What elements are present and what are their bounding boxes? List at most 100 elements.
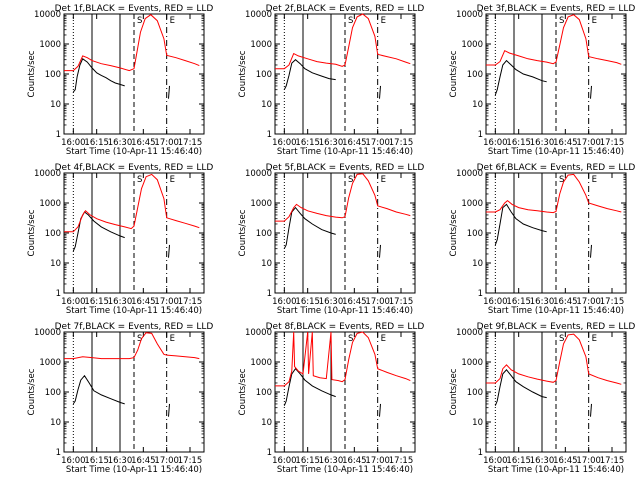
x-tick-label: 17:15 xyxy=(600,138,625,148)
y-tick-label: 10000 xyxy=(34,169,61,179)
chart-panel-3: Det 3f,BLACK = Events, RED = LLD 1 10 100 10… xyxy=(449,4,635,157)
y-tick-label: 10000 xyxy=(456,169,483,179)
y-tick-label: 10000 xyxy=(245,10,272,20)
marker-annotation: S xyxy=(137,175,142,185)
series-lld-line xyxy=(486,14,622,66)
marker-annotation: E xyxy=(381,175,386,185)
series-events-line xyxy=(72,211,125,252)
x-tick-label: 17:15 xyxy=(389,297,414,307)
chart-panel-5: Det 5f,BLACK = Events, RED = LLD 1 10 100 10… xyxy=(238,163,424,316)
y-tick-label: 10000 xyxy=(34,10,61,20)
chart-title: Det 1f,BLACK = Events, RED = LLD xyxy=(55,4,214,14)
x-tick-label: 16:30 xyxy=(319,138,344,148)
marker-annotation: E xyxy=(381,334,386,344)
x-tick-label: 16:15 xyxy=(295,297,320,307)
y-tick-label: 1000 xyxy=(250,199,272,209)
y-tick-label: 1000 xyxy=(250,358,272,368)
chart-title: Det 2f,BLACK = Events, RED = LLD xyxy=(266,4,425,14)
series-events-line xyxy=(283,367,336,406)
y-axis-label: Counts/sec xyxy=(449,50,459,97)
series-events-line xyxy=(494,59,547,96)
x-tick-label: 16:30 xyxy=(319,297,344,307)
series-lld-line xyxy=(64,14,200,72)
x-tick-label: 16:30 xyxy=(530,297,555,307)
y-tick-label: 10 xyxy=(50,259,61,269)
y-axis-label: Counts/sec xyxy=(238,209,248,256)
x-tick-label: 16:00 xyxy=(483,456,508,466)
x-tick-label: 17:00 xyxy=(365,297,390,307)
series-lld-line xyxy=(64,173,200,233)
y-tick-label: 10 xyxy=(261,259,272,269)
y-tick-label: 1000 xyxy=(461,358,483,368)
y-axis-label: Counts/sec xyxy=(238,50,248,97)
x-tick-label: 16:45 xyxy=(342,456,367,466)
x-tick-label: 17:15 xyxy=(600,297,625,307)
series-events-tail xyxy=(379,244,381,258)
y-tick-label: 100 xyxy=(256,70,272,80)
y-tick-label: 1 xyxy=(478,448,483,458)
marker-annotation: S xyxy=(559,175,564,185)
x-tick-label: 17:15 xyxy=(178,456,203,466)
x-tick-label: 17:00 xyxy=(576,456,601,466)
series-lld-line xyxy=(275,331,411,387)
y-tick-label: 10000 xyxy=(245,328,272,338)
y-tick-label: 1000 xyxy=(39,40,61,50)
marker-annotation: S xyxy=(348,334,353,344)
x-tick-label: 16:15 xyxy=(506,456,531,466)
chart-title: Det 9f,BLACK = Events, RED = LLD xyxy=(477,322,636,332)
chart-panel-7: Det 7f,BLACK = Events, RED = LLD 1 10 100 10… xyxy=(27,322,213,475)
marker-annotation: S xyxy=(559,334,564,344)
series-events-tail xyxy=(379,403,381,417)
x-tick-label: 16:30 xyxy=(108,138,133,148)
x-tick-label: 16:00 xyxy=(61,297,86,307)
y-tick-label: 10000 xyxy=(34,328,61,338)
x-tick-label: 16:45 xyxy=(553,456,578,466)
chart-title: Det 3f,BLACK = Events, RED = LLD xyxy=(477,4,636,14)
x-tick-label: 16:45 xyxy=(131,297,156,307)
x-tick-label: 16:15 xyxy=(506,138,531,148)
x-tick-label: 16:15 xyxy=(295,138,320,148)
y-tick-label: 100 xyxy=(45,70,61,80)
y-tick-label: 1000 xyxy=(250,40,272,50)
chart-panel-6: Det 6f,BLACK = Events, RED = LLD 1 10 100 10… xyxy=(449,163,635,316)
chart-title: Det 4f,BLACK = Events, RED = LLD xyxy=(55,163,214,173)
x-tick-label: 16:45 xyxy=(342,297,367,307)
x-tick-label: 17:00 xyxy=(154,456,179,466)
y-tick-label: 1 xyxy=(267,130,272,140)
y-tick-label: 10000 xyxy=(245,169,272,179)
marker-annotation: E xyxy=(170,334,175,344)
marker-annotation: S xyxy=(137,334,142,344)
y-tick-label: 100 xyxy=(256,388,272,398)
y-tick-label: 100 xyxy=(45,388,61,398)
series-lld-line xyxy=(486,333,622,385)
x-tick-label: 16:30 xyxy=(108,456,133,466)
y-tick-label: 1000 xyxy=(461,199,483,209)
y-tick-label: 10000 xyxy=(456,10,483,20)
x-tick-label: 17:00 xyxy=(365,138,390,148)
chart-panel-4: Det 4f,BLACK = Events, RED = LLD 1 10 100 10… xyxy=(27,163,213,316)
series-events-tail xyxy=(590,403,592,417)
chart-panel-1: Det 1f,BLACK = Events, RED = LLD 1 10 100 10… xyxy=(27,4,213,157)
x-axis-label: Start Time (10-Apr-11 15:46:40) xyxy=(277,465,413,475)
series-events-tail xyxy=(168,85,170,99)
series-events-line xyxy=(494,369,547,406)
y-tick-label: 10 xyxy=(472,418,483,428)
marker-annotation: E xyxy=(170,16,175,26)
x-axis-label: Start Time (10-Apr-11 15:46:40) xyxy=(488,147,624,157)
x-tick-label: 16:00 xyxy=(483,138,508,148)
y-tick-label: 1 xyxy=(478,289,483,299)
x-tick-label: 16:00 xyxy=(272,456,297,466)
x-axis-label: Start Time (10-Apr-11 15:46:40) xyxy=(277,306,413,316)
x-tick-label: 16:15 xyxy=(84,297,109,307)
x-tick-label: 16:30 xyxy=(530,456,555,466)
x-tick-label: 17:15 xyxy=(389,138,414,148)
x-axis-label: Start Time (10-Apr-11 15:46:40) xyxy=(277,147,413,157)
x-tick-label: 16:15 xyxy=(84,138,109,148)
x-tick-label: 17:15 xyxy=(389,456,414,466)
x-tick-label: 16:45 xyxy=(553,297,578,307)
marker-annotation: E xyxy=(381,16,386,26)
y-axis-label: Counts/sec xyxy=(27,50,37,97)
chart-title: Det 6f,BLACK = Events, RED = LLD xyxy=(477,163,636,173)
